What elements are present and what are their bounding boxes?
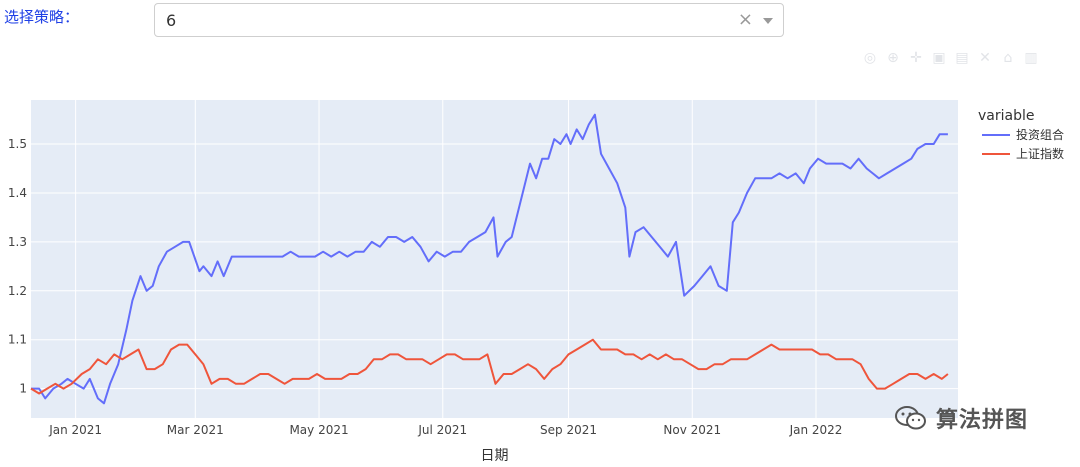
watermark: 算法拼图 <box>894 402 1028 434</box>
strategy-select-value: 6 <box>166 11 177 30</box>
reset-axes-icon[interactable]: ⌂ <box>1003 50 1013 66</box>
zoom-out-icon[interactable]: ▤ <box>955 50 969 66</box>
clear-icon[interactable]: × <box>737 9 753 30</box>
autoscale-icon[interactable]: ✕ <box>979 50 991 66</box>
legend-item-label[interactable]: 投资组合 <box>1016 127 1064 142</box>
y-tick-label: 1.5 <box>8 137 27 151</box>
plotly-logo-icon[interactable]: ▥ <box>1024 50 1038 66</box>
legend-title: variable <box>978 108 1034 124</box>
plot-area[interactable] <box>31 100 958 418</box>
y-tick-label: 1.1 <box>8 333 27 347</box>
series-line-1[interactable] <box>31 113 948 405</box>
y-gridlines <box>31 143 958 390</box>
series-line-2[interactable] <box>30 338 949 395</box>
chevron-down-icon[interactable] <box>763 18 773 24</box>
x-tick-label: May 2021 <box>289 423 348 437</box>
x-tick-label: Nov 2021 <box>663 423 721 437</box>
x-tick-label: Mar 2021 <box>167 423 224 437</box>
y-tick-label: 1.2 <box>8 284 27 298</box>
x-tick-label: Jan 2021 <box>48 423 102 437</box>
x-tick-label: Sep 2021 <box>540 423 597 437</box>
camera-icon[interactable]: ◎ <box>863 50 877 66</box>
legend-item-label[interactable]: 上证指数 <box>1016 146 1064 161</box>
y-tick-label: 1.3 <box>8 235 27 249</box>
zoom-in-icon[interactable]: ▣ <box>932 50 946 66</box>
zoom-icon[interactable]: ⊕ <box>887 50 899 66</box>
x-gridlines <box>75 100 817 418</box>
x-axis-title: 日期 <box>481 448 509 464</box>
series-layer <box>30 113 949 405</box>
y-tick-label: 1 <box>19 382 27 396</box>
x-tick-labels: Jan 2021 Mar 2021 May 2021 Jul 2021 Sep 2021… <box>48 423 842 437</box>
strategy-select[interactable]: 6 × <box>154 3 784 37</box>
x-tick-label: Jul 2021 <box>417 423 467 437</box>
x-tick-label: Jan 2022 <box>789 423 843 437</box>
plot-modebar: ◎ ⊕ ✛ ▣ ▤ ✕ ⌂ ▥ <box>862 50 1039 68</box>
y-tick-labels: 1 1.1 1.2 1.3 1.4 1.5 <box>8 137 27 396</box>
wechat-icon <box>895 406 926 430</box>
pan-icon[interactable]: ✛ <box>910 50 922 66</box>
y-tick-label: 1.4 <box>8 186 27 200</box>
watermark-text: 算法拼图 <box>936 408 1029 433</box>
strategy-select-label: 选择策略： <box>4 8 80 26</box>
